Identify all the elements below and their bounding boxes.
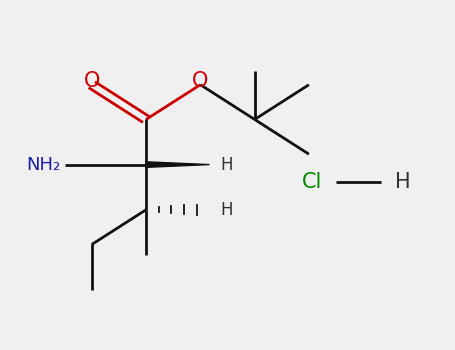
Text: H: H bbox=[221, 156, 233, 174]
Text: H: H bbox=[221, 201, 233, 219]
Text: NH₂: NH₂ bbox=[26, 156, 60, 174]
Polygon shape bbox=[146, 162, 209, 167]
Text: H: H bbox=[395, 172, 410, 192]
Text: O: O bbox=[192, 71, 208, 91]
Text: Cl: Cl bbox=[302, 172, 323, 192]
Text: O: O bbox=[84, 71, 100, 91]
